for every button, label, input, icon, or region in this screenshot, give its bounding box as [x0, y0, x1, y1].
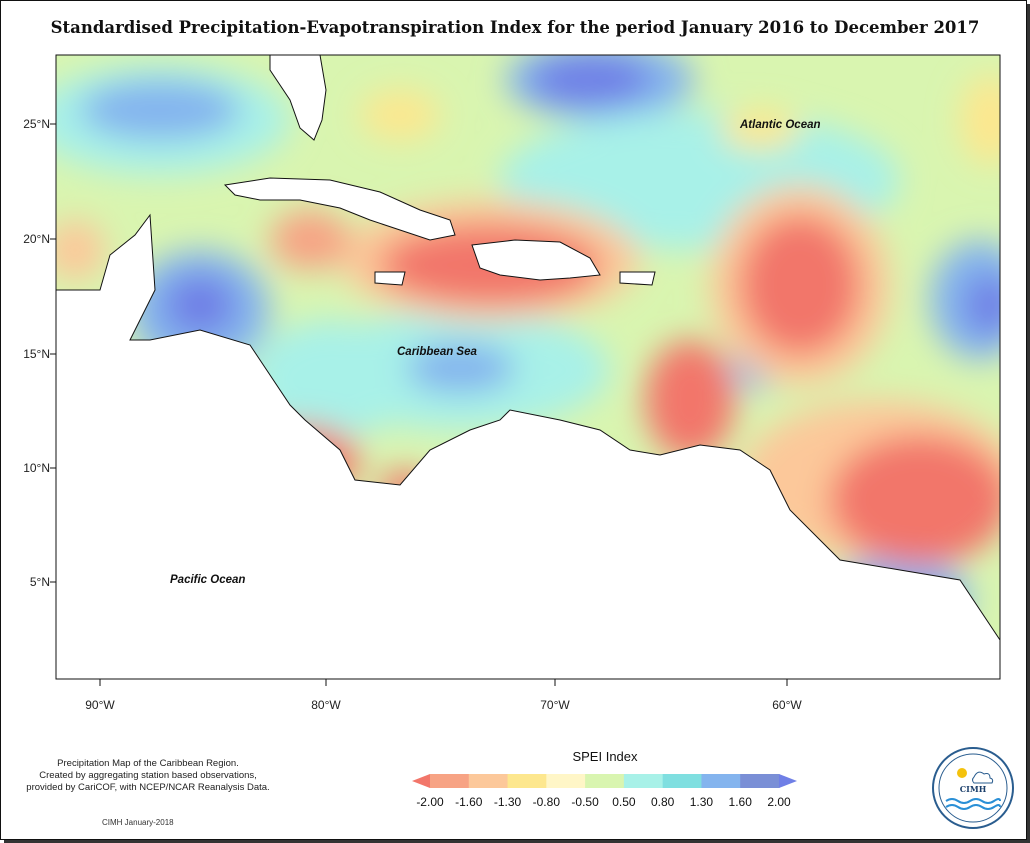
logo-text: CIMH [959, 784, 987, 794]
cimh-logo: CIMH [932, 747, 1014, 829]
note-line-1: Precipitation Map of the Caribbean Regio… [57, 758, 239, 769]
legend-tick-label: -0.80 [532, 795, 560, 809]
legend-tick-label: 0.50 [612, 795, 636, 809]
legend-swatch [585, 774, 625, 788]
lat-tick-25n: 25°N [23, 117, 50, 131]
label-caribbean-sea: Caribbean Sea [397, 346, 477, 358]
legend-swatch [701, 774, 741, 788]
legend-swatch [468, 774, 509, 788]
legend-tick-label: 2.00 [767, 795, 791, 809]
legend-colorbar [412, 774, 797, 788]
legend-tick-label: 1.30 [689, 795, 714, 809]
legend-swatch [546, 774, 586, 788]
map-title: Standardised Precipitation-Evapotranspir… [50, 18, 980, 37]
lon-tick-70w: 70°W [540, 698, 570, 712]
legend-tick-label: -1.30 [493, 795, 522, 809]
map-note: Precipitation Map of the Caribbean Regio… [8, 758, 288, 794]
lat-tick-5n: 5°N [29, 575, 50, 589]
lat-tick-20n: 20°N [23, 232, 50, 246]
lon-tick-80w: 80°W [311, 698, 341, 712]
logo-emblem [938, 753, 1008, 823]
wave-icon [945, 798, 1001, 804]
land [56, 55, 1000, 679]
legend-swatch [623, 774, 664, 788]
legend-tick-label: -1.60 [455, 795, 483, 809]
lon-tick-90w: 90°W [85, 698, 115, 712]
lat-tick-10n: 10°N [23, 461, 50, 475]
legend-arrow-low [412, 774, 430, 788]
sun-icon [957, 768, 967, 778]
note-line-2: Created by aggregating station based obs… [39, 770, 257, 781]
note-line-3: provided by CariCOF, with NCEP/NCAR Rean… [26, 782, 270, 793]
legend-tick-label: -0.50 [571, 795, 599, 809]
lon-tick-60w: 60°W [772, 698, 802, 712]
legend-swatch [740, 774, 780, 788]
credit: CIMH January-2018 [102, 818, 174, 827]
legend-swatch [430, 774, 470, 788]
legend-tick-label: -2.00 [416, 795, 444, 809]
cloud-icon [972, 771, 994, 784]
legend-tick-label: 1.60 [728, 795, 752, 809]
label-atlantic-ocean: Atlantic Ocean [740, 119, 821, 131]
spei-field [56, 55, 1000, 675]
map-border [55, 54, 1001, 680]
legend-swatch [507, 774, 547, 788]
lat-tick-15n: 15°N [23, 347, 50, 361]
legend-title: SPEI Index [572, 749, 638, 764]
legend-swatch [662, 774, 702, 788]
legend-arrow-high [779, 774, 797, 788]
axis-ticks [50, 123, 788, 686]
label-pacific-ocean: Pacific Ocean [170, 574, 246, 586]
legend-tick-label: 0.80 [650, 795, 675, 809]
